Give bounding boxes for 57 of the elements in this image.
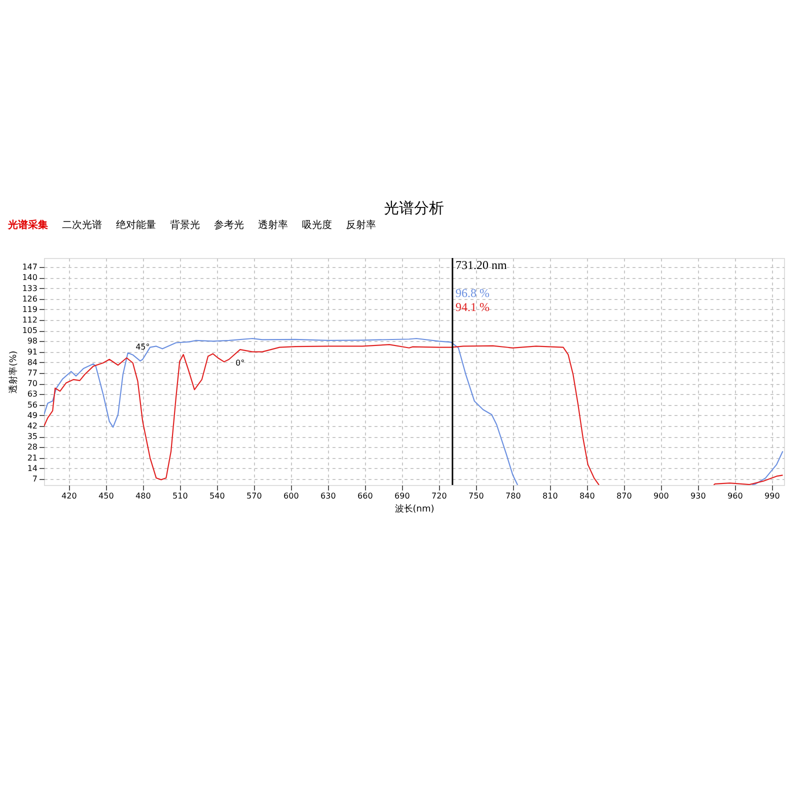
- text: 参考光: [214, 219, 244, 231]
- text: 吸光度: [302, 219, 332, 231]
- y-tick-label: 84: [27, 358, 38, 367]
- text: 光谱采集: [7, 219, 48, 231]
- x-tick-label: 930: [690, 492, 706, 500]
- annotation: 96.8 %: [455, 286, 490, 300]
- y-tick-label: 98: [27, 336, 38, 346]
- series-label: 0°: [236, 358, 245, 368]
- y-tick-label: 28: [27, 442, 38, 452]
- y-tick-label: 147: [22, 262, 38, 272]
- y-tick-label: 7: [32, 474, 38, 484]
- x-tick-label: 660: [358, 492, 373, 500]
- x-tick-label: 840: [580, 492, 595, 500]
- x-tick-label: 630: [320, 492, 336, 500]
- x-tick-label: 780: [506, 492, 521, 500]
- text: 透射率: [258, 219, 288, 231]
- series-label: 45°: [136, 342, 150, 352]
- chart-title: 光谱分析: [384, 199, 444, 217]
- x-axis-title: 波长(nm): [394, 504, 434, 514]
- x-tick-label: 690: [394, 492, 410, 500]
- text: 绝对能量: [116, 219, 156, 231]
- y-axis-title: 透射率(%): [8, 350, 20, 394]
- text: 反射率: [346, 219, 376, 231]
- y-tick-label: 56: [27, 400, 38, 410]
- x-tick-label: 600: [284, 492, 299, 500]
- x-tick-label: 750: [468, 492, 484, 500]
- annotation: 94.1 %: [455, 300, 490, 314]
- y-tick-label: 14: [27, 464, 38, 473]
- x-tick-label: 900: [654, 492, 669, 500]
- text: 背景光: [170, 219, 200, 231]
- y-tick-label: 63: [27, 390, 38, 399]
- x-tick-label: 570: [246, 492, 262, 500]
- x-tick-label: 510: [172, 492, 188, 500]
- y-tick-label: 126: [22, 294, 38, 304]
- ref-line-label: 731.20 nm: [455, 258, 508, 272]
- x-tick-label: 990: [764, 492, 780, 500]
- y-tick-label: 105: [22, 326, 38, 336]
- x-tick-label: 420: [62, 492, 77, 500]
- x-tick-label: 540: [210, 492, 225, 500]
- y-tick-label: 119: [22, 304, 38, 314]
- y-tick-label: 91: [27, 347, 38, 356]
- x-tick-label: 450: [98, 492, 114, 500]
- y-tick-label: 49: [27, 410, 38, 420]
- y-tick-label: 140: [22, 273, 38, 282]
- x-tick-label: 480: [136, 492, 151, 500]
- x-tick-label: 960: [728, 492, 743, 500]
- y-tick-label: 112: [22, 316, 38, 325]
- y-tick-label: 77: [27, 368, 38, 378]
- y-tick-label: 21: [27, 453, 38, 462]
- y-tick-label: 133: [22, 284, 38, 293]
- x-tick-label: 870: [616, 492, 632, 500]
- x-tick-label: 720: [432, 492, 447, 500]
- y-tick-label: 42: [27, 421, 38, 430]
- y-tick-label: 35: [27, 432, 38, 442]
- text: 二次光谱: [62, 219, 102, 231]
- y-tick-label: 70: [27, 379, 38, 388]
- x-tick-label: 810: [542, 492, 558, 500]
